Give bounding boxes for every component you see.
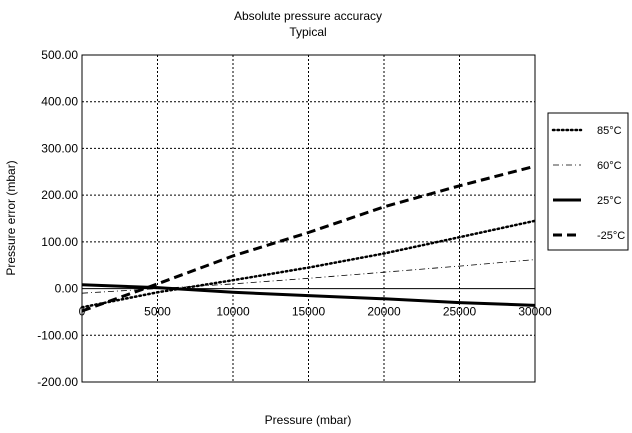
grid-lines	[82, 55, 535, 382]
y-tick-labels: 500.00 400.00 300.00 200.00 100.00 0.00 -100.0…	[37, 48, 78, 389]
series-lines	[80, 164, 537, 313]
y-tick-label: -200.00	[37, 375, 78, 389]
x-tick-label: 30000	[518, 305, 552, 319]
y-tick-label: 0.00	[55, 282, 79, 296]
legend-label: 60°C	[597, 160, 622, 172]
y-tick-label: 200.00	[41, 188, 78, 202]
y-tick-label: 500.00	[41, 48, 78, 62]
x-tick-label: 10000	[216, 305, 250, 319]
x-tick-label: 0	[79, 305, 86, 319]
y-tick-label: -100.00	[37, 328, 78, 342]
legend-label: -25°C	[597, 230, 625, 242]
x-tick-label: 5000	[144, 305, 171, 319]
x-axis-label: Pressure (mbar)	[265, 413, 352, 427]
x-tick-label: 20000	[367, 305, 401, 319]
y-tick-label: 300.00	[41, 141, 78, 155]
series-line-dotted	[80, 219, 537, 309]
legend: 85°C 60°C 25°C -25°C	[551, 125, 625, 242]
legend-label: 25°C	[597, 195, 622, 207]
series-line-solid	[81, 283, 536, 307]
legend-box	[547, 112, 629, 251]
chart-subtitle: Typical	[289, 25, 326, 39]
chart-title: Absolute pressure accuracy	[234, 9, 382, 23]
x-tick-label: 25000	[443, 305, 477, 319]
x-tick-label: 15000	[292, 305, 326, 319]
x-tick-labels: 0 5000 10000 15000 20000 25000 30000	[79, 305, 552, 319]
series-line-dashed	[81, 164, 536, 313]
legend-label: 85°C	[597, 125, 622, 137]
y-axis-label: Pressure error (mbar)	[4, 160, 18, 275]
series-line-dash-dot	[81, 259, 536, 294]
y-tick-label: 100.00	[41, 235, 78, 249]
y-tick-label: 400.00	[41, 95, 78, 109]
